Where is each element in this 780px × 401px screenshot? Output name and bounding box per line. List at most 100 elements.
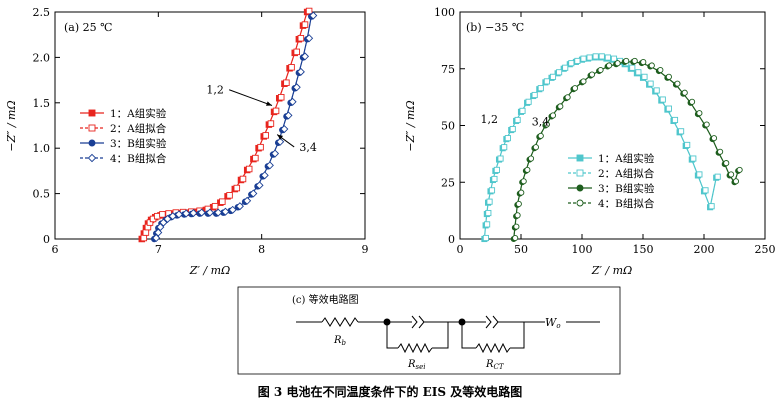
rct-label: RCT [485, 359, 505, 371]
data-point-a-4 [309, 11, 318, 20]
data-point-a-2 [211, 202, 219, 210]
panel-label-b: (b) −35 ℃ [466, 21, 524, 34]
chart-panel-a: 6 7 8 9 0 0.5 1.0 1.5 2.0 2.5 (a) 25 ℃ Z′ / mΩ −Z… [5, 6, 369, 277]
data-point-b-2 [531, 91, 538, 99]
data-point-b-2 [665, 105, 672, 112]
data-point-b-4 [674, 80, 681, 87]
series-line-a-4 [153, 16, 312, 240]
data-point-b-4 [631, 57, 638, 64]
data-point-b-4 [736, 166, 743, 173]
data-point-b-4 [648, 62, 655, 69]
data-point-b-4 [665, 73, 672, 80]
data-point-b-4 [549, 112, 557, 119]
data-point-a-4 [214, 208, 223, 217]
y-axis-label-b: −Z″ / mΩ [404, 100, 417, 151]
legend-marker-b-2 [576, 169, 584, 177]
data-point-a-4 [154, 228, 163, 237]
data-point-a-4 [163, 214, 172, 223]
data-point-a-4 [156, 223, 165, 232]
y-axis-label-a: −Z″ / mΩ [5, 100, 18, 151]
data-point-a-4 [182, 209, 191, 218]
data-point-a-4 [235, 202, 244, 211]
data-point-a-2 [305, 7, 313, 15]
data-point-b-4 [537, 132, 544, 139]
data-point-b-2 [635, 69, 642, 76]
data-point-b-2 [525, 98, 532, 105]
data-point-b-4 [564, 94, 571, 101]
data-point-b-4 [515, 200, 522, 207]
series-line-a-3 [153, 16, 312, 240]
data-point-a-4 [255, 181, 264, 190]
data-point-a-4 [288, 97, 297, 106]
series-line-a-2 [141, 11, 308, 240]
legend-label-a-3: 3：B组实验 [110, 137, 167, 150]
data-point-a-4 [300, 52, 310, 61]
data-point-a-2 [272, 107, 280, 115]
data-point-a-4 [305, 34, 314, 43]
data-point-a-2 [277, 94, 285, 101]
x-tick-label-b: 100 [572, 243, 593, 256]
data-point-a-2 [142, 229, 150, 236]
data-point-b-2 [598, 53, 605, 60]
data-point-b-4 [696, 110, 703, 117]
data-point-b-4 [532, 144, 539, 151]
resistor-rb [321, 317, 359, 327]
data-point-b-2 [678, 128, 685, 135]
data-point-b-2 [641, 73, 648, 80]
data-point-b-2 [690, 155, 697, 162]
data-point-a-4 [197, 208, 206, 217]
data-point-b-2 [659, 96, 666, 103]
y-tick-label-a: 0.5 [33, 188, 51, 201]
series-line-b-1 [483, 56, 717, 240]
data-point-b-2 [514, 116, 521, 124]
legend-marker-a-3 [88, 139, 96, 147]
cpe-1b [418, 315, 425, 329]
data-point-b-2 [501, 144, 508, 151]
circuit-branch-ct-return [510, 322, 525, 349]
data-point-b-2 [491, 175, 498, 183]
data-point-b-4 [728, 171, 735, 178]
data-point-b-2 [708, 203, 715, 210]
series-group-b [481, 53, 743, 243]
data-point-b-2 [714, 173, 721, 180]
data-point-b-2 [488, 187, 496, 194]
warburg-symbol: Wo [545, 316, 561, 330]
data-point-b-4 [543, 121, 550, 128]
data-point-b-2 [486, 198, 493, 205]
circuit-branch-sei-return [432, 322, 449, 349]
data-point-b-2 [684, 141, 691, 148]
data-point-a-2 [283, 79, 290, 86]
data-point-b-4 [689, 98, 696, 105]
axes-b: 0 50 100 150 200 250 0 25 50 75 100 [434, 6, 776, 256]
x-tick-label-a: 8 [258, 243, 265, 256]
data-point-a-2 [233, 184, 241, 192]
data-point-a-4 [205, 208, 214, 217]
equivalent-circuit: (c) 等效电路图 Rb Rsei RCT Wo [237, 286, 621, 375]
data-point-b-4 [597, 66, 604, 74]
data-point-a-4 [296, 67, 305, 76]
chart-panel-b: 0 50 100 150 200 250 0 25 50 75 100 (b) −35 ℃ Z′ /… [404, 6, 776, 277]
data-point-b-4 [606, 62, 613, 69]
data-point-b-4 [703, 121, 710, 128]
x-axis-label-a: Z′ / mΩ [189, 264, 230, 277]
data-point-b-4 [717, 148, 724, 155]
circuit-branch-sei [386, 322, 398, 349]
data-point-a-4 [276, 137, 285, 146]
data-point-a-2 [219, 198, 226, 205]
data-point-a-4 [292, 83, 301, 92]
series-line-a-1 [141, 11, 308, 240]
annotation-label-a-2: 3,4 [299, 141, 317, 154]
y-tick-label-a: 0 [43, 233, 50, 246]
panel-label-a: (a) 25 ℃ [64, 21, 112, 34]
data-point-b-2 [519, 107, 526, 114]
plot-frame-a [54, 11, 366, 240]
data-point-b-4 [518, 189, 525, 196]
data-point-b-2 [574, 57, 581, 64]
data-point-b-2 [629, 64, 636, 71]
data-point-b-2 [702, 187, 709, 194]
data-point-b-2 [484, 221, 491, 228]
legend-a: 1：A组实验 2：A组拟合 3：B组实验 4：B组拟合 [80, 107, 167, 165]
annotation-label-b-2: 3,4 [532, 116, 550, 129]
data-point-b-4 [623, 57, 630, 64]
